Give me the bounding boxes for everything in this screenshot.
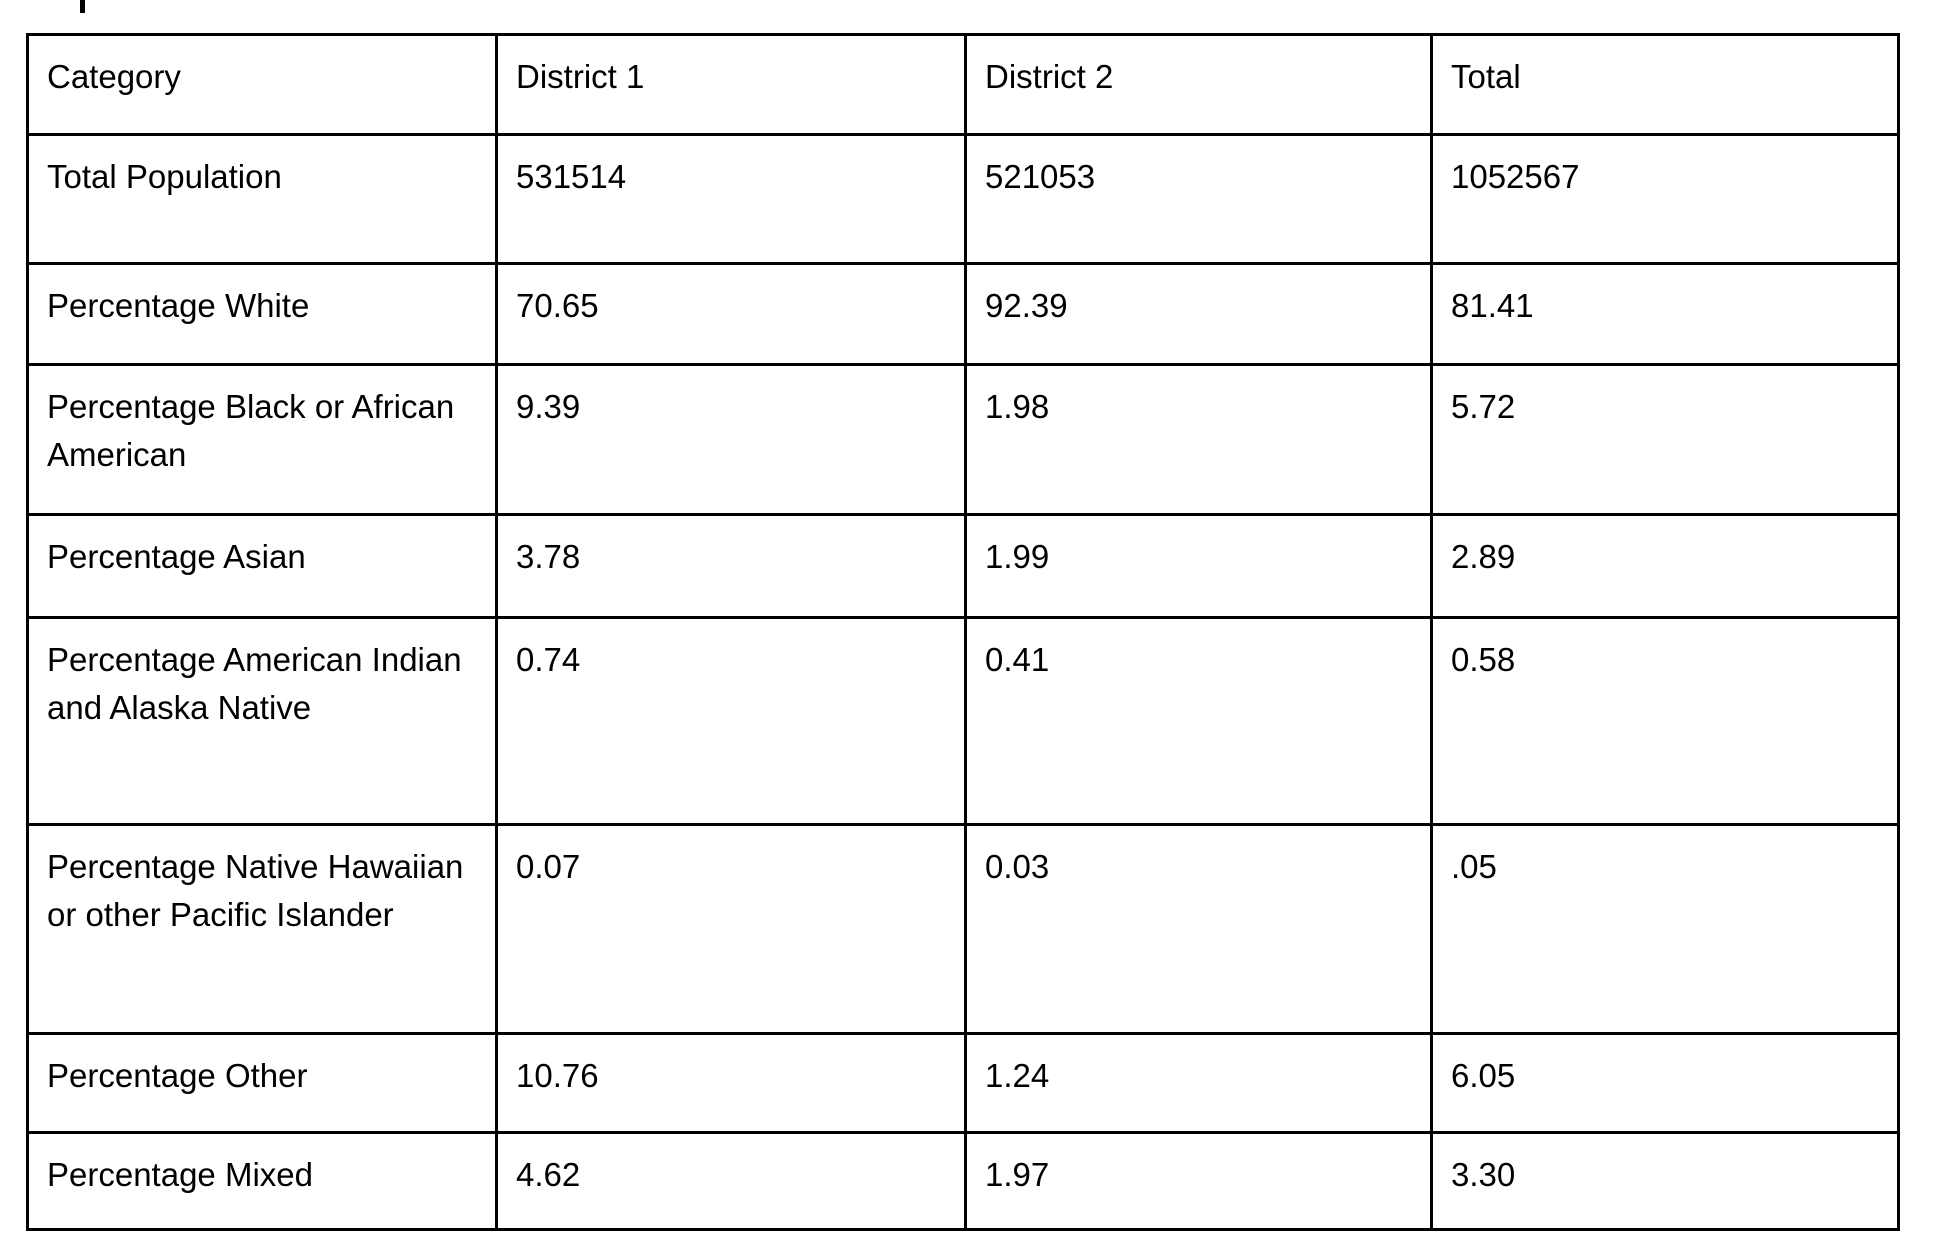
column-header-district2: District 2 <box>964 33 1433 136</box>
row-label: Percentage Black or African American <box>26 363 498 516</box>
row-label: Percentage Other <box>26 1032 498 1134</box>
table-cell: 0.41 <box>964 616 1433 826</box>
table-cell: 2.89 <box>1430 513 1900 619</box>
clipped-text-fragment <box>80 0 85 13</box>
row-label: Total Population <box>26 133 498 265</box>
table-row-percentage-native-hawaiian: Percentage Native Hawaiian or other Paci… <box>26 823 1900 1035</box>
table-cell: 4.62 <box>495 1131 967 1231</box>
table-cell: 0.58 <box>1430 616 1900 826</box>
table-cell: 1.97 <box>964 1131 1433 1231</box>
table-cell: 6.05 <box>1430 1032 1900 1134</box>
row-label: Percentage Native Hawaiian or other Paci… <box>26 823 498 1035</box>
row-label: Percentage Mixed <box>26 1131 498 1231</box>
table-row-percentage-white: Percentage White 70.65 92.39 81.41 <box>26 262 1900 366</box>
table-row-percentage-mixed: Percentage Mixed 4.62 1.97 3.30 <box>26 1131 1900 1231</box>
table-cell: 81.41 <box>1430 262 1900 366</box>
table-cell: 1.99 <box>964 513 1433 619</box>
table-cell: 531514 <box>495 133 967 265</box>
table-cell: 1.24 <box>964 1032 1433 1134</box>
column-header-total: Total <box>1430 33 1900 136</box>
table-cell: 9.39 <box>495 363 967 516</box>
table-row-percentage-black: Percentage Black or African American 9.3… <box>26 363 1900 516</box>
column-header-district1: District 1 <box>495 33 967 136</box>
table-cell: 521053 <box>964 133 1433 265</box>
table-row-percentage-asian: Percentage Asian 3.78 1.99 2.89 <box>26 513 1900 619</box>
row-label: Percentage White <box>26 262 498 366</box>
table-cell: 92.39 <box>964 262 1433 366</box>
row-label: Percentage Asian <box>26 513 498 619</box>
demographics-table: Category District 1 District 2 Total Tot… <box>26 33 1900 1231</box>
table-cell: 3.30 <box>1430 1131 1900 1231</box>
table-row-percentage-american-indian: Percentage American Indian and Alaska Na… <box>26 616 1900 826</box>
table-cell: .05 <box>1430 823 1900 1035</box>
column-header-category: Category <box>26 33 498 136</box>
table-cell: 0.74 <box>495 616 967 826</box>
table-cell: 1.98 <box>964 363 1433 516</box>
table-row-percentage-other: Percentage Other 10.76 1.24 6.05 <box>26 1032 1900 1134</box>
table-cell: 0.03 <box>964 823 1433 1035</box>
table-row-total-population: Total Population 531514 521053 1052567 <box>26 133 1900 265</box>
table-cell: 10.76 <box>495 1032 967 1134</box>
table-cell: 70.65 <box>495 262 967 366</box>
table-cell: 3.78 <box>495 513 967 619</box>
table-cell: 5.72 <box>1430 363 1900 516</box>
table-header-row: Category District 1 District 2 Total <box>26 33 1900 136</box>
table-cell: 1052567 <box>1430 133 1900 265</box>
row-label: Percentage American Indian and Alaska Na… <box>26 616 498 826</box>
table-cell: 0.07 <box>495 823 967 1035</box>
